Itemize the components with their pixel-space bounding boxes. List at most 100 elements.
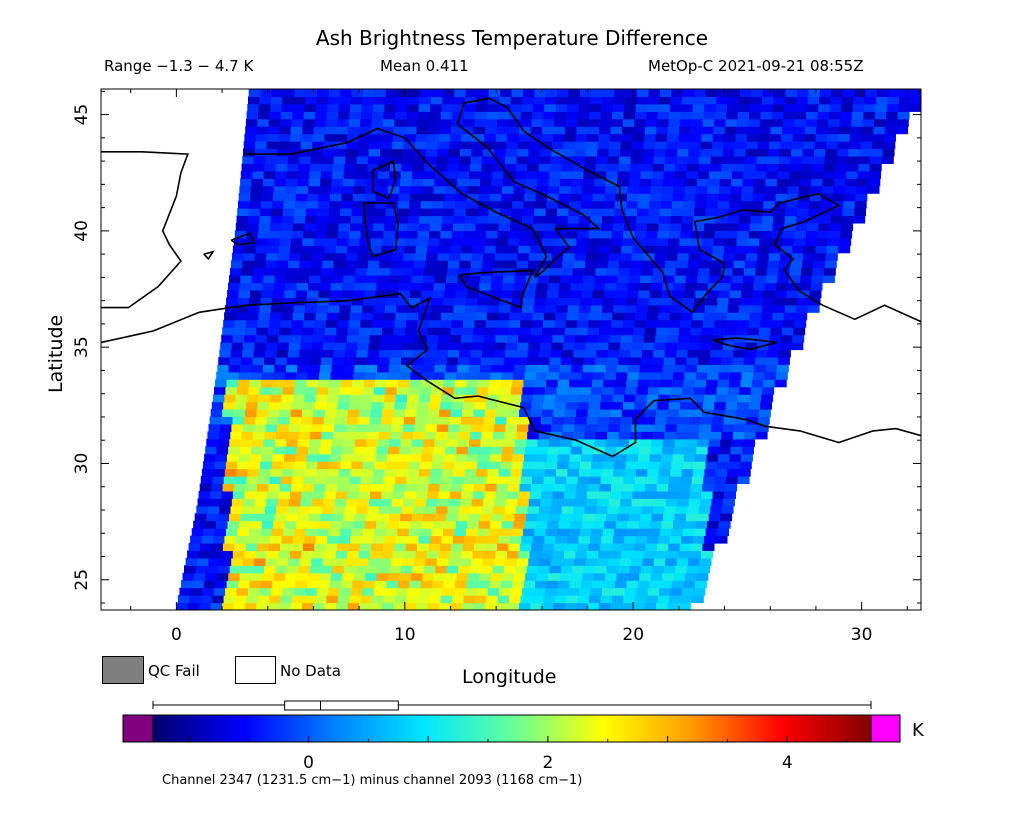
- heatmap-cell: [322, 156, 335, 164]
- heatmap-cell: [721, 156, 734, 164]
- heatmap-cell: [499, 208, 512, 217]
- coastline: [101, 151, 189, 309]
- heatmap-cell: [611, 595, 624, 604]
- heatmap-cell: [755, 163, 768, 172]
- heatmap-cell: [318, 193, 331, 202]
- heatmap-cell: [490, 446, 503, 455]
- heatmap-cell: [300, 342, 313, 351]
- heatmap-cell: [350, 468, 363, 477]
- heatmap-cell: [443, 297, 456, 306]
- heatmap-cell: [344, 349, 357, 358]
- heatmap-cell: [420, 208, 432, 217]
- heatmap-cell: [277, 252, 290, 261]
- heatmap-cell: [815, 133, 828, 142]
- heatmap-cell: [332, 565, 345, 574]
- heatmap-cell: [601, 312, 613, 321]
- heatmap-cell: [696, 178, 709, 187]
- heatmap-cell: [532, 476, 544, 484]
- heatmap-cell: [688, 498, 701, 507]
- heatmap-cell: [236, 587, 249, 596]
- heatmap-cell: [678, 490, 691, 499]
- heatmap-cell: [287, 505, 300, 514]
- heatmap-cell: [598, 334, 611, 343]
- heatmap-cell: [477, 461, 490, 470]
- heatmap-cell: [622, 319, 635, 328]
- heatmap-cell: [759, 126, 772, 135]
- heatmap-cell: [487, 223, 500, 231]
- heatmap-cell: [435, 356, 448, 365]
- heatmap-cell: [632, 490, 645, 499]
- heatmap-cell: [679, 409, 691, 417]
- heatmap-cell: [329, 379, 342, 388]
- heatmap-cell: [690, 237, 703, 246]
- heatmap-cell: [726, 223, 739, 231]
- heatmap-cell: [510, 468, 523, 477]
- heatmap-cell: [407, 215, 420, 224]
- heatmap-cell: [604, 282, 617, 291]
- heatmap-cell: [583, 513, 595, 522]
- heatmap-cell: [203, 580, 216, 589]
- heatmap-cell: [375, 193, 388, 202]
- heatmap-cell: [308, 282, 320, 291]
- heatmap-cell: [243, 252, 256, 261]
- heatmap-cell: [499, 215, 512, 224]
- heatmap-cell: [564, 133, 577, 142]
- heatmap-cell: [734, 342, 747, 351]
- heatmap-cell: [628, 364, 641, 373]
- heatmap-cell: [416, 409, 429, 417]
- heatmap-cell: [632, 133, 645, 142]
- heatmap-cell: [483, 141, 496, 150]
- heatmap-cell: [674, 275, 687, 284]
- heatmap-cell: [601, 394, 614, 403]
- heatmap-cell: [264, 267, 277, 276]
- heatmap-cell: [696, 185, 709, 194]
- heatmap-cell: [664, 267, 676, 276]
- heatmap-cell: [700, 141, 713, 150]
- heatmap-cell: [685, 513, 698, 522]
- heatmap-cell: [577, 319, 590, 328]
- heatmap-cell: [719, 282, 732, 291]
- heatmap-cell: [417, 118, 430, 127]
- heatmap-cell: [611, 230, 624, 239]
- heatmap-cell: [264, 356, 276, 365]
- heatmap-cell: [303, 111, 316, 120]
- heatmap-cell: [494, 342, 507, 351]
- heatmap-cell: [232, 416, 245, 425]
- heatmap-cell: [327, 468, 340, 477]
- heatmap-cell: [364, 520, 377, 529]
- heatmap-cell: [405, 319, 418, 328]
- heatmap-cell: [496, 483, 509, 492]
- heatmap-cell: [453, 304, 466, 313]
- heatmap-cell: [389, 565, 402, 574]
- heatmap-cell: [272, 580, 285, 589]
- heatmap-cell: [666, 334, 679, 343]
- heatmap-cell: [400, 275, 413, 284]
- heatmap-cell: [305, 96, 318, 105]
- heatmap-cell: [585, 423, 598, 432]
- heatmap-cell: [742, 364, 755, 373]
- heatmap-cell: [395, 223, 408, 231]
- heatmap-cell: [738, 468, 751, 477]
- heatmap-cell: [697, 356, 710, 365]
- heatmap-cell: [352, 379, 365, 388]
- heatmap-cell: [622, 118, 635, 127]
- heatmap-cell: [380, 252, 393, 261]
- heatmap-cell: [399, 185, 412, 194]
- heatmap-cell: [280, 543, 292, 551]
- heatmap-cell: [530, 602, 543, 610]
- heatmap-cell: [620, 252, 633, 261]
- heatmap-cell: [564, 490, 577, 499]
- heatmap-cell: [335, 245, 348, 254]
- heatmap-cell: [511, 528, 524, 537]
- heatmap-cell: [656, 602, 668, 610]
- heatmap-cell: [821, 193, 834, 202]
- heatmap-cell: [468, 275, 481, 284]
- heatmap-cell: [509, 312, 522, 321]
- heatmap-cell: [405, 118, 418, 127]
- heatmap-cell: [829, 111, 841, 120]
- heatmap-cell: [298, 267, 311, 276]
- heatmap-cell: [283, 580, 296, 589]
- heatmap-cell: [246, 230, 259, 239]
- heatmap-cell: [457, 438, 470, 447]
- heatmap-cell: [772, 223, 785, 231]
